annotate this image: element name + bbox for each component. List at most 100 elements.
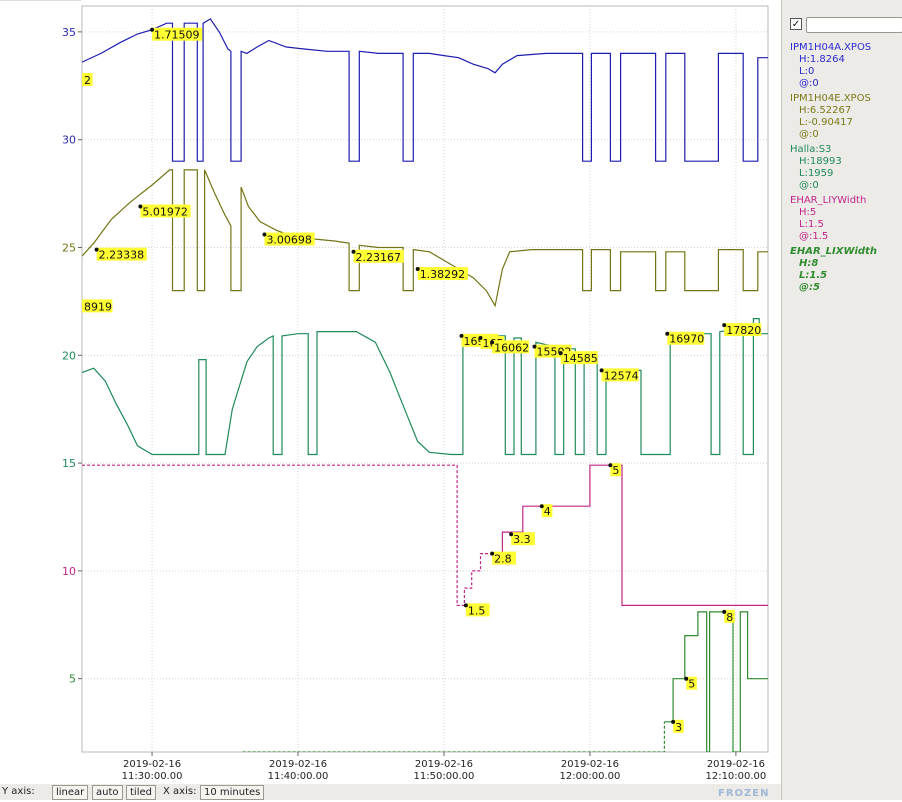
data-label-bg xyxy=(601,368,639,382)
x-tick-label-date: 2019-02-16 xyxy=(415,759,473,770)
data-point xyxy=(262,232,267,237)
tiled-button[interactable]: tiled xyxy=(126,785,156,800)
data-label-bg xyxy=(724,609,735,623)
legend-list: IPM1H04A.XPOS H:1.8264 L:0 @:0 IPM1H04E.XPOS… xyxy=(790,42,902,297)
legend-entry[interactable]: IPM1H04A.XPOS H:1.8264 L:0 @:0 xyxy=(790,42,902,90)
data-point xyxy=(415,267,420,272)
legend-series-name: Halla:S3 xyxy=(790,144,832,155)
x-tick-label-time: 11:50:00.00 xyxy=(414,771,475,782)
y-tick-label: 10 xyxy=(62,565,76,578)
legend-series-name: IPM1H04E.XPOS xyxy=(790,93,871,104)
data-point xyxy=(539,504,544,509)
data-label-bg xyxy=(152,27,203,41)
data-label: 1.71509 xyxy=(154,29,200,42)
x-tick-label-time: 11:40:00.00 xyxy=(268,771,329,782)
x-range-button[interactable]: 10 minutes xyxy=(200,785,265,800)
data-point xyxy=(94,247,99,252)
x-tick-label-time: 12:00:00.00 xyxy=(560,771,621,782)
legend-series-stat: L:0 xyxy=(799,66,815,77)
data-label-bg xyxy=(417,267,468,281)
data-label-bg xyxy=(673,719,684,733)
x-tick-label-date: 2019-02-16 xyxy=(123,759,181,770)
legend-entry[interactable]: Halla:S3 H:18993 L:1959 @:0 xyxy=(790,144,902,192)
y-tick-label: 20 xyxy=(62,349,76,362)
y-scale-button[interactable]: linear xyxy=(52,785,89,800)
data-point xyxy=(608,463,613,468)
data-label: 2 xyxy=(84,74,91,87)
data-label: 2.23167 xyxy=(355,251,401,264)
data-label: 12574 xyxy=(604,369,639,382)
data-label: 3.3 xyxy=(513,533,531,546)
data-label: 3 xyxy=(675,721,682,734)
legend-series-name: EHAR_LIYWidth xyxy=(790,195,867,206)
legend-series-stat: L:-0.90417 xyxy=(799,117,853,128)
legend-series-stat: H:5 xyxy=(799,207,817,218)
data-label-bg xyxy=(82,299,113,313)
data-label: 17820 xyxy=(726,324,761,337)
data-label-bg xyxy=(465,603,490,617)
data-label: 16970 xyxy=(669,333,704,346)
legend-entry[interactable]: IPM1H04E.XPOS H:6.52267 L:-0.90417 @:0 xyxy=(790,93,902,141)
data-label: 4 xyxy=(544,505,551,518)
data-point xyxy=(351,249,356,254)
filter-input[interactable] xyxy=(806,17,902,33)
legend-series-stat: @:1.5 xyxy=(799,231,829,242)
data-point xyxy=(463,603,468,608)
plot-frame xyxy=(81,5,769,753)
data-label-bg xyxy=(96,247,147,261)
data-point xyxy=(459,333,464,338)
legend-series-stat: @:5 xyxy=(799,282,820,293)
data-label-bg xyxy=(492,340,530,354)
data-label-bg xyxy=(353,249,404,263)
legend-series-stat: H:8 xyxy=(799,258,819,269)
data-label: 1.5 xyxy=(468,604,486,617)
data-label: 5.01972 xyxy=(142,206,188,219)
data-point xyxy=(532,344,537,349)
data-label-bg xyxy=(686,676,697,690)
auto-button[interactable]: auto xyxy=(92,785,123,800)
data-label-bg xyxy=(667,331,705,345)
legend-entry[interactable]: EHAR_LIXWidth H:8 L:1.5 @:5 xyxy=(790,246,902,294)
data-label-bg xyxy=(511,532,535,546)
data-label-bg xyxy=(492,551,516,565)
legend-series-stat: H:6.52267 xyxy=(799,105,852,116)
legend-entry[interactable]: EHAR_LIYWidth H:5 L:1.5 @:1.5 xyxy=(790,195,902,243)
data-point xyxy=(671,719,676,724)
legend-sidebar: ✓ IPM1H04A.XPOS H:1.8264 L:0 @:0 IPM1H04E.XP… xyxy=(781,0,902,800)
series-line xyxy=(82,169,768,308)
y-tick-label: 15 xyxy=(62,457,76,470)
data-point xyxy=(665,331,670,336)
legend-series-stat: @:0 xyxy=(799,180,819,191)
top-edge xyxy=(0,0,81,1)
y-tick-label: 35 xyxy=(62,26,76,39)
frozen-indicator: FROZEN xyxy=(718,788,770,799)
data-label-bg xyxy=(541,504,553,518)
data-point xyxy=(684,676,689,681)
data-point xyxy=(138,204,143,209)
data-label: 14585 xyxy=(563,352,598,365)
legend-series-stat: H:18993 xyxy=(799,156,842,167)
data-label-bg xyxy=(82,72,93,86)
x-axis-label: X axis: xyxy=(163,786,197,797)
data-point xyxy=(490,551,495,556)
y-tick-label: 5 xyxy=(69,673,76,686)
data-label: 1.38292 xyxy=(420,268,466,281)
show-all-checkbox[interactable]: ✓ xyxy=(790,18,802,30)
y-axis-label: Y axis: xyxy=(2,786,35,797)
data-point xyxy=(490,340,495,345)
data-label: 16062 xyxy=(494,341,529,354)
data-label: 8 xyxy=(726,611,733,624)
data-point xyxy=(599,368,604,373)
data-label-bg xyxy=(140,204,191,218)
data-label: 2.23338 xyxy=(99,249,144,262)
x-tick-label-time: 11:30:00.00 xyxy=(122,771,183,782)
filter-row: ✓ xyxy=(790,17,902,35)
legend-series-stat: @:0 xyxy=(799,129,819,140)
data-label-bg xyxy=(264,232,315,246)
data-label: 3.00698 xyxy=(266,234,312,247)
status-bar: Y axis: linear auto tiled X axis: 10 min… xyxy=(0,784,781,800)
data-label-bg xyxy=(560,351,598,365)
plot-area[interactable]: 35302520151052019-02-1611:30:00.002019-0… xyxy=(0,0,775,782)
x-tick-label-time: 12:10:00.00 xyxy=(705,771,766,782)
x-tick-label-date: 2019-02-16 xyxy=(561,759,619,770)
